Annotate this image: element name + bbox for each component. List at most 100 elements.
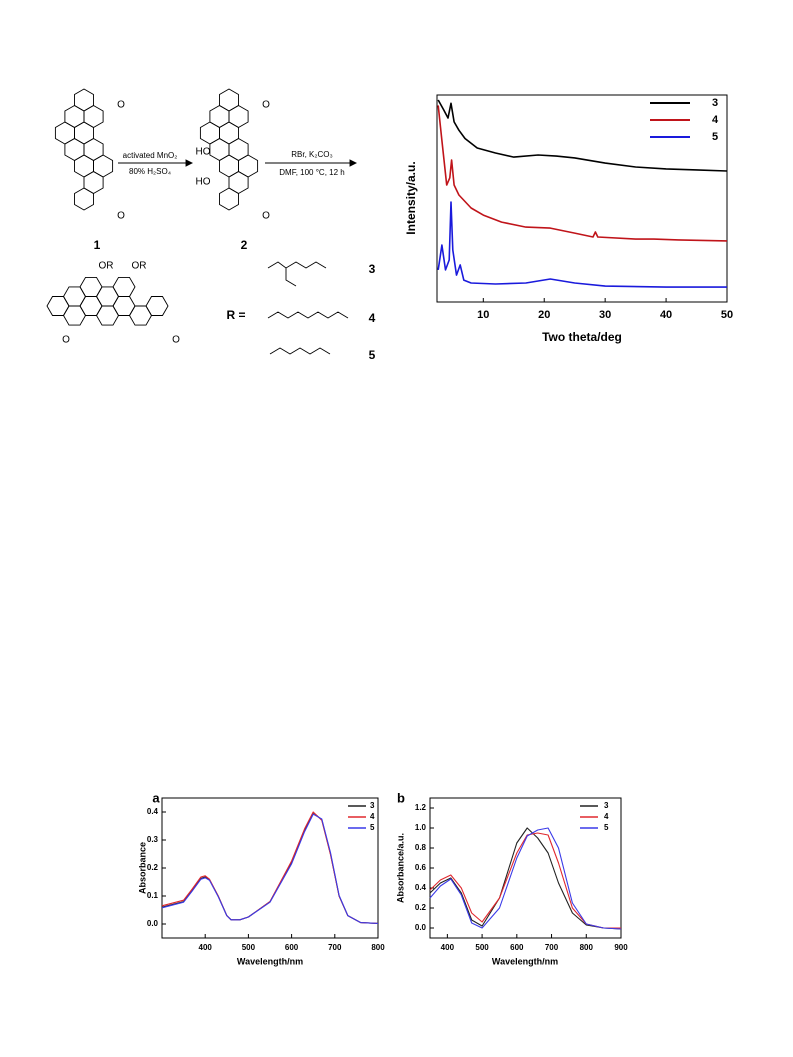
ring (128, 305, 153, 326)
ring (209, 137, 230, 162)
atom-label: O (262, 211, 270, 222)
series-line (437, 99, 728, 172)
reagent: DMF, 100 °C, 12 h (279, 168, 344, 177)
y-tick-label: 0.0 (415, 923, 427, 932)
series-line (437, 105, 728, 242)
atom-label: HO (196, 147, 211, 158)
x-tick-label: 30 (599, 309, 611, 321)
ring (219, 88, 239, 112)
atom-label: O (117, 211, 125, 222)
ring (228, 104, 249, 129)
y-axis-label: Intensity/a.u. (404, 161, 418, 234)
legend-label: 3 (370, 801, 375, 810)
alkyl-chain (267, 311, 349, 319)
reagent: activated MnO₂ (123, 151, 178, 160)
compound-number: 5 (369, 348, 376, 362)
x-axis-label: Two theta/deg (542, 330, 622, 344)
y-tick-label: 0.4 (147, 807, 159, 816)
series-line (429, 827, 622, 930)
ring (64, 137, 85, 162)
reaction-scheme (46, 88, 358, 355)
x-tick-label: 800 (580, 943, 594, 952)
compound-number: 2 (241, 238, 248, 252)
ring (83, 170, 104, 195)
legend-label: 4 (712, 114, 719, 126)
x-tick-label: 500 (475, 943, 489, 952)
atom-label: O (62, 335, 70, 346)
y-tick-label: 0.6 (415, 863, 427, 872)
ring (219, 187, 239, 211)
legend-label: 5 (712, 131, 718, 143)
ring (62, 286, 87, 307)
atom-label: OR (132, 261, 147, 272)
series-line (161, 813, 379, 924)
plot-frame (429, 797, 622, 939)
y-tick-label: 0.2 (147, 863, 159, 872)
ring (64, 104, 85, 129)
x-tick-label: 400 (441, 943, 455, 952)
y-tick-label: 1.0 (415, 823, 427, 832)
compound-number: 3 (369, 262, 376, 276)
legend-label: 3 (604, 801, 609, 810)
alkyl-chain (267, 261, 327, 269)
atom-label: O (262, 100, 270, 111)
x-tick-label: 400 (199, 943, 213, 952)
y-tick-label: 1.2 (415, 803, 427, 812)
ring (209, 104, 230, 129)
y-tick-label: 0.2 (415, 903, 427, 912)
chart: 400 500 600 700 800 900 0.0 0.2 0.4 0.6 0.8 1.0 1.2 W… (395, 790, 628, 966)
ring (219, 154, 239, 178)
ring (46, 296, 70, 316)
chart: 400 500 600 700 800 0.0 0.1 0.2 0.3 0.4 Wavelength… (137, 790, 385, 966)
ring (79, 276, 103, 297)
x-tick-label: 600 (510, 943, 524, 952)
atom-label: OR (99, 261, 114, 272)
atom-label: HO (196, 177, 211, 188)
plot-frame (161, 797, 379, 939)
atom-label: O (172, 335, 180, 346)
ring (93, 154, 114, 178)
legend-label: 4 (370, 812, 375, 821)
ring (62, 305, 87, 326)
plot-frame (436, 94, 728, 303)
y-tick-label: 0.0 (147, 919, 159, 928)
y-tick-label: 0.1 (147, 891, 159, 900)
legend-label: 3 (712, 97, 718, 109)
ring (54, 121, 75, 145)
alkyl-chain (269, 347, 331, 355)
atom-label: O (117, 100, 125, 111)
reagent: RBr, K₂CO₃ (291, 150, 332, 159)
ring (95, 286, 120, 307)
y-axis-label: Absorbance/a.u. (395, 833, 405, 903)
x-tick-label: 500 (242, 943, 256, 952)
ring (145, 296, 169, 316)
legend-label: 4 (604, 812, 609, 821)
x-tick-label: 600 (285, 943, 299, 952)
ring (83, 137, 104, 162)
y-tick-label: 0.3 (147, 835, 159, 844)
y-axis-label: Absorbance (137, 842, 147, 894)
ring (228, 137, 249, 162)
x-tick-label: 700 (328, 943, 342, 952)
legend-label: 5 (604, 823, 609, 832)
compound-number: 4 (369, 311, 376, 325)
ring (74, 187, 94, 211)
y-tick-label: 0.4 (415, 883, 427, 892)
ring (112, 296, 136, 316)
series-line (161, 811, 379, 924)
r-label: R = (226, 308, 245, 322)
alkyl-chain (285, 268, 297, 287)
x-tick-label: 700 (545, 943, 559, 952)
arrow-head (349, 159, 358, 167)
ring (228, 170, 249, 195)
x-tick-label: 40 (660, 309, 672, 321)
x-tick-label: 900 (614, 943, 628, 952)
ring (74, 154, 94, 178)
ring (112, 276, 136, 297)
x-tick-label: 20 (538, 309, 550, 321)
ring (74, 88, 94, 112)
series-line (437, 201, 727, 288)
legend-label: 5 (370, 823, 375, 832)
ring (238, 154, 259, 178)
